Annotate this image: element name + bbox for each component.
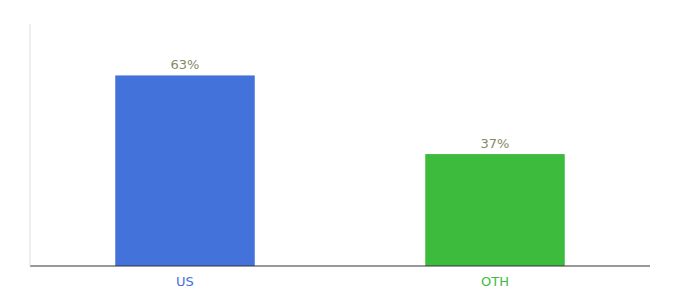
data-labels: 63% 37% — [171, 57, 510, 151]
x-axis-line — [30, 265, 650, 266]
data-label: 63% — [171, 57, 200, 72]
x-axis: US OTH — [30, 266, 650, 289]
bar — [425, 154, 565, 266]
bar — [115, 75, 255, 266]
x-tick-label: OTH — [481, 274, 509, 289]
bars — [115, 75, 565, 266]
page: {"chart_data": {"type": "bar", "categori… — [0, 0, 680, 300]
x-tick-label: US — [176, 274, 194, 289]
chart-container: 63% 37% US OTH — [0, 0, 680, 300]
chart-svg: 63% 37% US OTH — [0, 0, 680, 300]
data-label: 37% — [481, 136, 510, 151]
y-range-line — [30, 24, 31, 266]
